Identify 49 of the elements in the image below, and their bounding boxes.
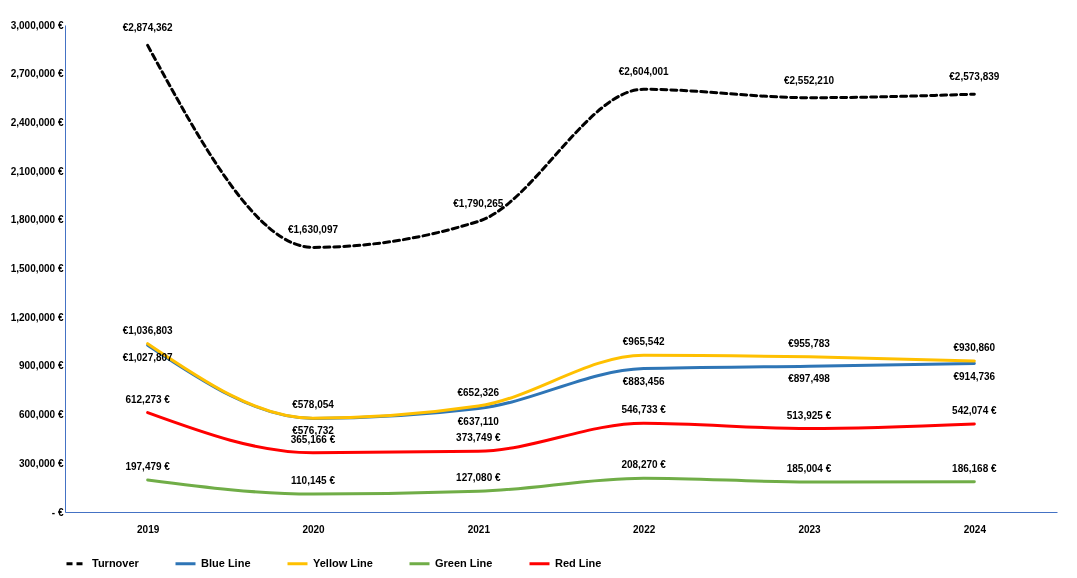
legend-label: Blue Line <box>201 556 251 569</box>
data-label: €1,036,803 <box>122 324 174 336</box>
y-tick-label: 300,000 € <box>19 457 64 469</box>
legend-label: Yellow Line <box>313 556 373 569</box>
y-tick-label: 900,000 € <box>19 360 64 372</box>
data-label: €1,630,097 <box>287 224 339 236</box>
x-tick-label: 2021 <box>467 523 491 535</box>
y-tick-label: 1,800,000 € <box>10 214 64 226</box>
y-tick-label: 600,000 € <box>19 409 64 421</box>
y-tick-label: 1,200,000 € <box>10 311 64 323</box>
data-label: €930,860 <box>953 341 996 353</box>
x-tick-label: 2019 <box>137 523 160 535</box>
data-label: 612,273 € <box>125 393 171 405</box>
legend-label: Green Line <box>435 556 493 569</box>
y-tick-label: 1,500,000 € <box>10 263 64 274</box>
data-label: €897,498 <box>788 373 831 385</box>
data-label: €914,736 <box>953 370 996 382</box>
y-tick-label: - € <box>51 506 64 518</box>
x-tick-label: 2023 <box>798 523 822 535</box>
data-label: €2,573,839 <box>949 71 1000 83</box>
data-label: 546,733 € <box>621 404 667 416</box>
data-label: 110,145 € <box>291 475 336 487</box>
data-label: €2,874,362 <box>122 22 174 34</box>
data-label: €578,054 <box>292 399 335 411</box>
y-tick-label: 2,100,000 € <box>10 165 64 177</box>
data-label: 186,168 € <box>952 462 998 474</box>
data-label: €965,542 <box>622 336 665 348</box>
data-label: €955,783 <box>788 337 831 349</box>
data-label: 542,074 € <box>952 405 998 416</box>
legend-label: Red Line <box>555 556 602 569</box>
y-tick-label: 3,000,000 € <box>10 19 64 31</box>
data-label: €637,110 <box>457 415 500 427</box>
data-label: 208,270 € <box>621 459 667 471</box>
data-label: €883,456 <box>622 375 665 387</box>
data-label: €652,326 <box>457 387 500 399</box>
x-tick-label: 2024 <box>963 523 987 535</box>
y-tick-label: 2,400,000 € <box>10 116 64 128</box>
data-label: 197,479 € <box>125 460 171 472</box>
data-label: 185,004 € <box>786 462 832 474</box>
data-label: €2,604,001 <box>618 66 670 78</box>
data-label: €2,552,210 <box>783 74 835 86</box>
data-label: 127,080 € <box>456 472 502 484</box>
y-tick-label: 2,700,000 € <box>10 68 64 80</box>
data-label: 513,925 € <box>786 409 832 421</box>
legend-label: Turnover <box>92 556 140 569</box>
data-label: €1,790,265 <box>453 198 504 210</box>
x-tick-label: 2022 <box>633 523 656 535</box>
data-label: 373,749 € <box>456 432 502 444</box>
x-tick-label: 2020 <box>302 523 326 535</box>
